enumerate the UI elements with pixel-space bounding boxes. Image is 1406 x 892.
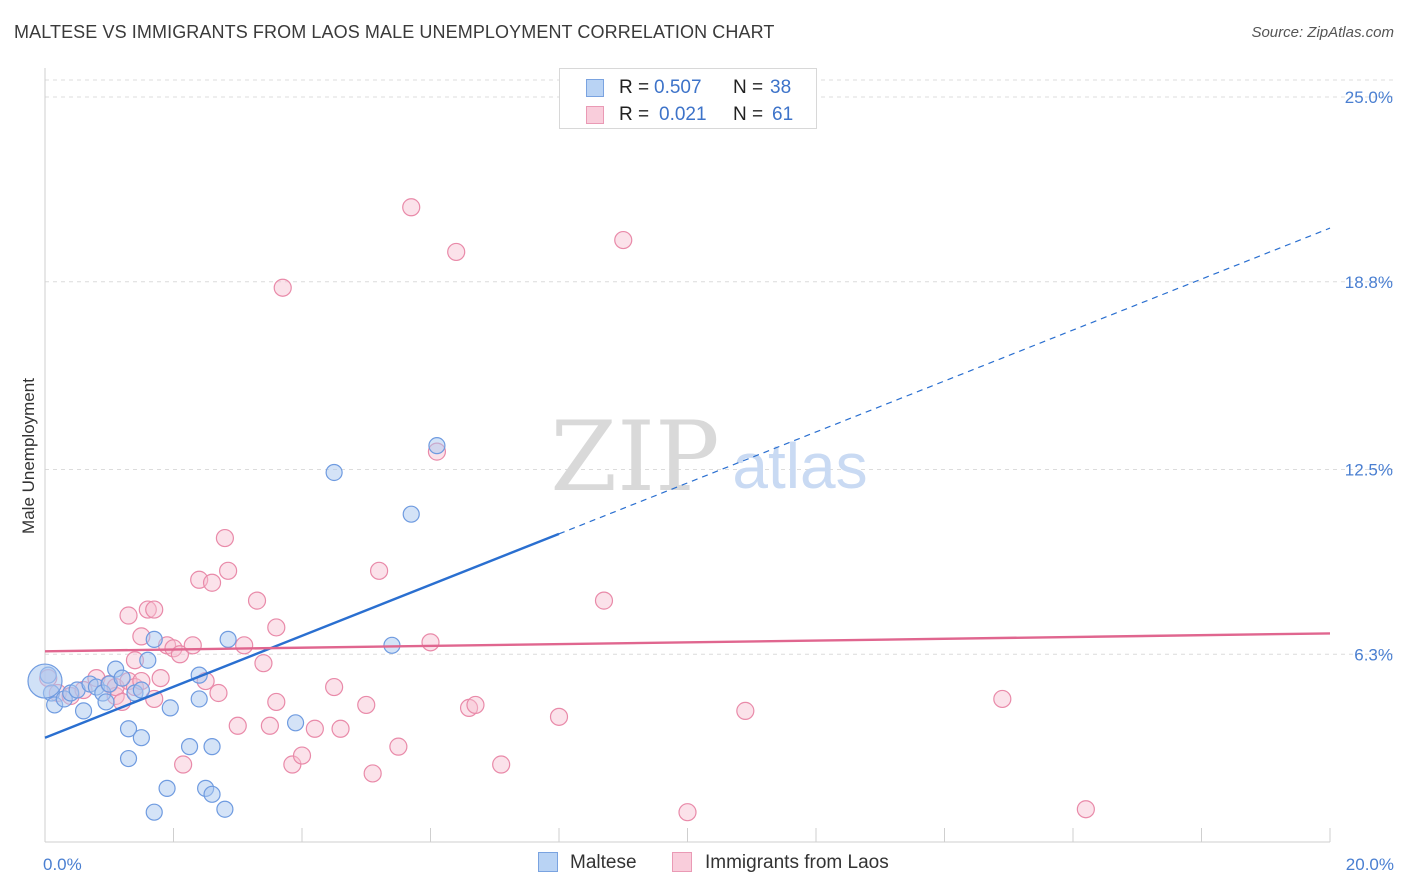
- legend-swatch-laos: [586, 106, 604, 124]
- laos-point: [466, 695, 485, 715]
- legend-swatch-maltese: [586, 79, 604, 97]
- laos-point: [325, 677, 344, 697]
- laos-point: [174, 755, 193, 774]
- laos-point: [235, 636, 254, 655]
- laos-point: [614, 230, 633, 250]
- legend-n-value: 38: [770, 77, 792, 98]
- laos-point: [219, 561, 238, 580]
- laos-point: [151, 668, 170, 688]
- bottom-legend-swatch-maltese: [538, 852, 558, 872]
- bottom-legend-swatch-laos: [672, 852, 692, 872]
- laos-point: [138, 600, 157, 619]
- series-maltese-points: [27, 437, 446, 821]
- laos-point: [209, 683, 228, 703]
- legend-r-value: 0.507: [654, 77, 702, 98]
- laos-point: [273, 278, 292, 297]
- laos-point: [215, 528, 234, 548]
- laos-point: [145, 600, 164, 619]
- maltese-point: [203, 785, 221, 803]
- chart-title: MALTESE VS IMMIGRANTS FROM LAOS MALE UNE…: [14, 22, 775, 42]
- laos-point: [247, 591, 267, 610]
- watermark: ZIP atlas: [550, 401, 867, 513]
- y-tick-label: 12.5%: [1345, 461, 1393, 480]
- laos-point: [119, 606, 138, 625]
- laos-point: [370, 561, 389, 580]
- laos-point: [292, 746, 312, 765]
- maltese-point: [216, 800, 234, 818]
- x-tick-label: 20.0%: [1346, 855, 1394, 874]
- watermark-zip: ZIP: [550, 401, 719, 513]
- trend-lines: [44, 227, 1331, 739]
- laos-point: [993, 689, 1012, 709]
- maltese-point: [113, 669, 131, 687]
- maltese-point: [180, 738, 199, 756]
- legend-r-value: 0.021: [659, 104, 707, 125]
- laos-trend-line: [44, 632, 1331, 653]
- tick-labels: 6.3% 12.5% 18.8% 25.0% 0.0% 20.0%: [43, 88, 1394, 874]
- laos-point: [402, 198, 421, 217]
- maltese-point: [203, 738, 221, 756]
- laos-point: [228, 716, 247, 735]
- correlation-legend: R = 0.507 N = 38 R = 0.021 N = 61: [559, 68, 817, 129]
- legend-n-label: N =: [733, 104, 764, 125]
- bottom-legend-label-laos: Immigrants from Laos: [705, 852, 889, 873]
- gridlines: [45, 79, 1395, 655]
- maltese-point: [402, 505, 420, 523]
- laos-point: [305, 719, 324, 738]
- maltese-point: [145, 630, 163, 648]
- maltese-point: [132, 681, 150, 699]
- maltese-point: [158, 779, 176, 797]
- source-label: Source: ZipAtlas.com: [1251, 24, 1394, 41]
- laos-point: [678, 803, 697, 822]
- laos-point: [492, 755, 511, 774]
- laos-point: [267, 618, 286, 637]
- maltese-point: [161, 699, 179, 717]
- maltese-point: [119, 720, 138, 738]
- legend-n-label: N =: [733, 77, 764, 98]
- laos-point: [736, 701, 755, 720]
- maltese-point: [97, 693, 115, 711]
- laos-point: [331, 719, 350, 738]
- maltese-point: [132, 729, 150, 747]
- laos-point: [254, 654, 273, 673]
- maltese-point: [27, 663, 63, 699]
- legend-r-label: R =: [619, 77, 650, 98]
- maltese-trend-extension: [558, 227, 1331, 535]
- legend-r-label: R =: [619, 104, 650, 125]
- laos-point: [363, 764, 382, 783]
- y-axis-label: Male Unemployment: [19, 378, 38, 534]
- maltese-point: [286, 714, 305, 732]
- laos-point: [357, 695, 376, 715]
- maltese-point: [145, 803, 163, 821]
- y-tick-label: 25.0%: [1345, 88, 1393, 107]
- y-tick-label: 6.3%: [1354, 645, 1393, 664]
- laos-point: [202, 573, 222, 592]
- maltese-trend-line: [44, 532, 560, 739]
- x-tick-label: 0.0%: [43, 855, 82, 874]
- watermark-atlas: atlas: [732, 430, 867, 502]
- laos-point: [267, 692, 286, 712]
- laos-point: [260, 716, 279, 735]
- maltese-point: [428, 437, 446, 455]
- maltese-point: [139, 651, 157, 669]
- maltese-point: [325, 463, 343, 482]
- maltese-point: [74, 702, 93, 720]
- legend-n-value: 61: [772, 104, 794, 125]
- laos-point: [447, 242, 466, 262]
- maltese-point: [219, 630, 237, 648]
- maltese-point: [190, 690, 208, 708]
- maltese-point: [119, 749, 138, 768]
- laos-point: [183, 636, 202, 655]
- laos-point: [594, 591, 614, 610]
- laos-point: [389, 737, 408, 756]
- laos-point: [421, 633, 440, 652]
- bottom-legend-label-maltese: Maltese: [570, 852, 637, 873]
- laos-point: [1076, 800, 1095, 819]
- axes: [44, 68, 1331, 843]
- laos-point: [549, 707, 569, 726]
- y-tick-label: 18.8%: [1345, 273, 1393, 292]
